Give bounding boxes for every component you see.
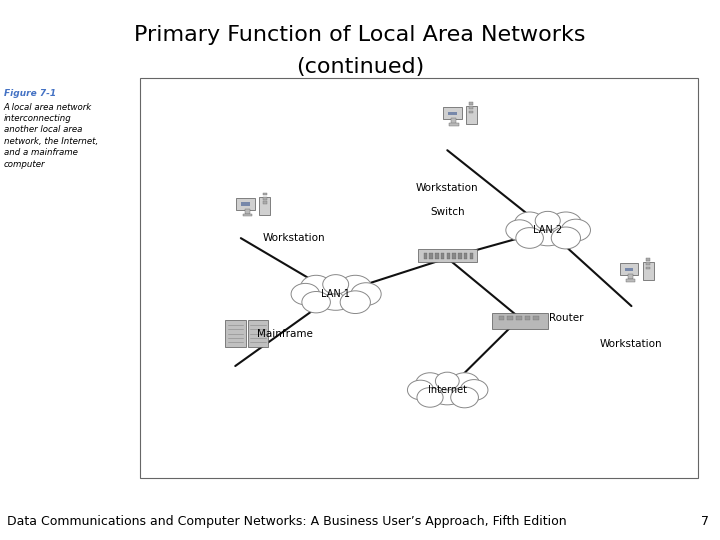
Bar — [241, 202, 250, 206]
Bar — [629, 274, 633, 279]
Circle shape — [314, 278, 357, 310]
Circle shape — [415, 373, 444, 394]
Bar — [498, 316, 504, 320]
Bar — [469, 111, 473, 113]
Bar — [449, 123, 459, 126]
Bar — [435, 253, 438, 259]
Text: Workstation: Workstation — [263, 233, 325, 243]
Text: Data Communications and Computer Networks: A Business User’s Approach, Fifth Edi: Data Communications and Computer Network… — [7, 515, 567, 528]
Bar — [423, 253, 427, 259]
Bar — [263, 201, 266, 204]
FancyBboxPatch shape — [418, 249, 477, 262]
Bar — [469, 102, 473, 105]
Circle shape — [408, 380, 433, 400]
Circle shape — [516, 228, 544, 248]
Circle shape — [291, 284, 320, 305]
Text: (continued): (continued) — [296, 57, 424, 78]
Text: Switch: Switch — [430, 207, 464, 217]
Bar — [469, 106, 473, 109]
Circle shape — [527, 214, 569, 246]
FancyBboxPatch shape — [236, 198, 255, 210]
Circle shape — [552, 227, 580, 249]
Bar — [647, 267, 650, 269]
Text: Workstation: Workstation — [416, 183, 479, 193]
Circle shape — [550, 212, 582, 236]
Text: Workstation: Workstation — [600, 339, 662, 349]
FancyBboxPatch shape — [643, 262, 654, 280]
FancyBboxPatch shape — [225, 320, 246, 347]
Circle shape — [451, 387, 479, 408]
Text: Router: Router — [549, 313, 583, 323]
Circle shape — [436, 372, 459, 390]
Bar — [458, 253, 462, 259]
Bar — [452, 253, 456, 259]
Bar — [446, 253, 450, 259]
Bar — [263, 197, 266, 200]
Circle shape — [340, 291, 370, 314]
FancyBboxPatch shape — [248, 320, 269, 347]
Text: Internet: Internet — [428, 385, 467, 395]
Text: LAN 2: LAN 2 — [534, 225, 562, 235]
Text: Primary Function of Local Area Networks: Primary Function of Local Area Networks — [134, 25, 586, 45]
Bar — [516, 316, 521, 320]
Bar — [469, 253, 473, 259]
Text: A local area network
interconnecting
another local area
network, the Internet,
a: A local area network interconnecting ano… — [4, 103, 98, 169]
Bar — [507, 316, 513, 320]
Bar — [464, 253, 467, 259]
Text: LAN 1: LAN 1 — [321, 289, 350, 299]
Bar — [451, 118, 456, 124]
Bar — [429, 253, 433, 259]
Circle shape — [300, 275, 332, 299]
Bar — [625, 268, 634, 271]
Circle shape — [460, 380, 488, 400]
Bar — [647, 258, 650, 261]
Bar — [534, 316, 539, 320]
Circle shape — [339, 275, 372, 300]
FancyBboxPatch shape — [443, 107, 462, 119]
Text: 7: 7 — [701, 515, 709, 528]
Bar — [448, 112, 456, 116]
Bar — [524, 316, 530, 320]
FancyBboxPatch shape — [620, 263, 639, 275]
Bar — [441, 253, 444, 259]
FancyBboxPatch shape — [492, 313, 547, 329]
Circle shape — [562, 219, 590, 241]
Circle shape — [428, 375, 467, 405]
Text: Figure 7-1: Figure 7-1 — [4, 89, 55, 98]
Circle shape — [535, 211, 560, 230]
Circle shape — [351, 283, 381, 306]
Text: Mainframe: Mainframe — [257, 329, 312, 339]
Circle shape — [302, 292, 330, 313]
Circle shape — [417, 388, 443, 407]
Circle shape — [515, 212, 544, 234]
Bar — [140, 78, 698, 478]
FancyBboxPatch shape — [259, 197, 270, 214]
FancyBboxPatch shape — [466, 106, 477, 124]
Bar — [243, 214, 252, 217]
Circle shape — [323, 275, 348, 294]
Bar — [626, 279, 636, 281]
Bar — [647, 262, 650, 265]
Bar — [245, 209, 250, 214]
Bar — [263, 193, 266, 195]
Circle shape — [506, 220, 534, 240]
Circle shape — [449, 373, 480, 395]
